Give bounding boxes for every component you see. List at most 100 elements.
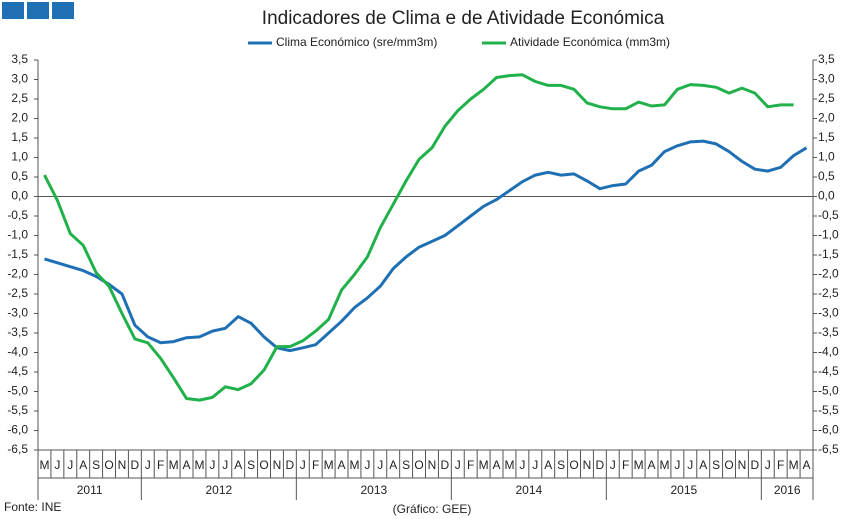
x-tick-label: S xyxy=(557,458,565,472)
x-tick-label: A xyxy=(79,458,87,472)
x-tick-label: A xyxy=(544,458,552,472)
logo-square xyxy=(2,2,24,19)
x-tick-label: N xyxy=(428,458,437,472)
y2-tick-label: -4,0 xyxy=(818,345,839,359)
y2-tick-label: -1,5 xyxy=(818,247,839,261)
x-tick-label: O xyxy=(724,458,733,472)
x-tick-label: A xyxy=(803,458,811,472)
x-tick-label: M xyxy=(169,458,179,472)
y-tick-label: -4,5 xyxy=(7,364,28,378)
y-tick-label: 0,5 xyxy=(11,169,28,183)
x-tick-label: O xyxy=(414,458,423,472)
y2-tick-label: 1,5 xyxy=(818,130,835,144)
x-tick-label: M xyxy=(39,458,49,472)
x-tick-label: J xyxy=(300,458,306,472)
x-tick-label: N xyxy=(583,458,592,472)
x-tick-label: D xyxy=(131,458,140,472)
x-tick-label: O xyxy=(569,458,578,472)
x-tick-label: A xyxy=(648,458,656,472)
x-tick-label: F xyxy=(622,458,629,472)
x-tick-label: J xyxy=(674,458,680,472)
y2-tick-label: -2,0 xyxy=(818,267,839,281)
year-label: 2013 xyxy=(360,483,387,497)
y2-tick-label: -3,0 xyxy=(818,306,839,320)
y-tick-label: -5,0 xyxy=(7,384,28,398)
x-tick-label: S xyxy=(247,458,255,472)
x-tick-label: J xyxy=(209,458,215,472)
x-tick-label: D xyxy=(596,458,605,472)
x-tick-label: M xyxy=(194,458,204,472)
x-tick-label: J xyxy=(455,458,461,472)
y-tick-label: -3,0 xyxy=(7,306,28,320)
y2-tick-label: -5,0 xyxy=(818,384,839,398)
x-tick-label: A xyxy=(389,458,397,472)
y2-tick-label: -1,0 xyxy=(818,228,839,242)
y-tick-label: -1,0 xyxy=(7,228,28,242)
x-tick-label: J xyxy=(610,458,616,472)
x-tick-label: M xyxy=(634,458,644,472)
x-tick-label: S xyxy=(402,458,410,472)
y-tick-label: 3,5 xyxy=(11,52,28,66)
x-tick-label: N xyxy=(273,458,282,472)
x-tick-label: A xyxy=(234,458,242,472)
y-tick-label: -3,5 xyxy=(7,325,28,339)
y-tick-label: 0,0 xyxy=(11,189,28,203)
y-tick-label: -0,5 xyxy=(7,208,28,222)
y-tick-label: 1,5 xyxy=(11,130,28,144)
x-tick-label: F xyxy=(467,458,474,472)
year-label: 2011 xyxy=(77,483,103,497)
y-tick-label: -6,5 xyxy=(7,442,28,456)
year-label: 2016 xyxy=(774,483,801,497)
x-tick-label: F xyxy=(312,458,319,472)
x-tick-label: N xyxy=(118,458,127,472)
y-tick-label: 1,0 xyxy=(11,150,28,164)
x-tick-label: F xyxy=(157,458,164,472)
y2-tick-label: -2,5 xyxy=(818,286,839,300)
y-tick-label: 2,0 xyxy=(11,111,28,125)
y2-tick-label: -0,5 xyxy=(818,208,839,222)
x-tick-label: J xyxy=(145,458,151,472)
x-tick-label: A xyxy=(183,458,191,472)
chart-title: Indicadores de Clima e de Atividade Econ… xyxy=(262,8,665,29)
x-tick-label: M xyxy=(659,458,669,472)
x-tick-label: J xyxy=(765,458,771,472)
x-tick-label: N xyxy=(738,458,747,472)
y-tick-label: -6,0 xyxy=(7,423,28,437)
x-tick-label: A xyxy=(493,458,501,472)
y2-tick-label: 2,5 xyxy=(818,91,835,105)
year-label: 2015 xyxy=(670,483,697,497)
y2-tick-label: 0,0 xyxy=(818,189,835,203)
line-series xyxy=(43,73,794,402)
y-tick-label: -4,0 xyxy=(7,345,28,359)
x-tick-label: M xyxy=(789,458,799,472)
x-tick-label: S xyxy=(92,458,100,472)
y2-tick-label: 3,5 xyxy=(818,52,835,66)
x-tick-label: A xyxy=(699,458,707,472)
x-tick-label: O xyxy=(259,458,268,472)
legend-label: Clima Económico (sre/mm3m) xyxy=(276,35,437,49)
y2-tick-label: 2,0 xyxy=(818,111,835,125)
x-tick-label: D xyxy=(751,458,760,472)
x-tick-label: F xyxy=(777,458,784,472)
y2-tick-label: -3,5 xyxy=(818,325,839,339)
x-tick-label: A xyxy=(338,458,346,472)
y2-tick-label: -4,5 xyxy=(818,364,839,378)
line-series xyxy=(44,139,808,353)
x-tick-label: D xyxy=(441,458,450,472)
y2-tick-label: 0,5 xyxy=(818,169,835,183)
y-tick-label: 2,5 xyxy=(11,91,28,105)
x-tick-label: O xyxy=(104,458,113,472)
y-tick-label: -2,0 xyxy=(7,267,28,281)
y2-tick-label: -6,5 xyxy=(818,442,839,456)
x-tick-label: J xyxy=(519,458,525,472)
x-tick-label: J xyxy=(687,458,693,472)
x-tick-label: J xyxy=(532,458,538,472)
source: Fonte: INE xyxy=(4,500,61,514)
x-tick-label: J xyxy=(222,458,228,472)
x-tick-label: M xyxy=(349,458,359,472)
x-tick-label: M xyxy=(479,458,489,472)
x-tick-label: J xyxy=(54,458,60,472)
x-tick-label: D xyxy=(286,458,295,472)
logo-square xyxy=(52,2,74,19)
